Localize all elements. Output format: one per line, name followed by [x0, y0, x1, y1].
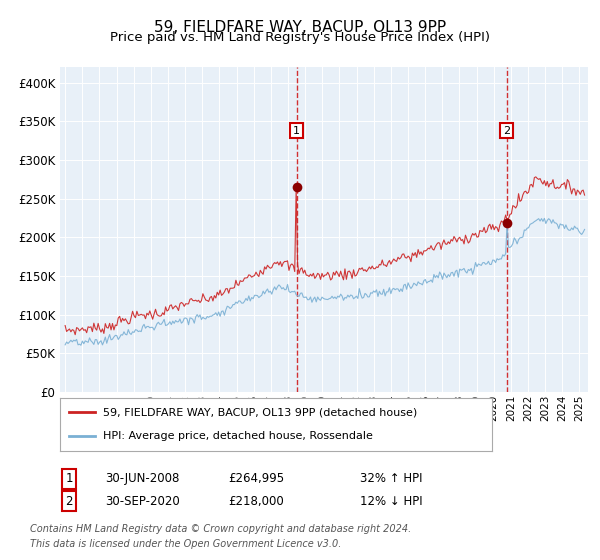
Text: 32% ↑ HPI: 32% ↑ HPI: [360, 472, 422, 486]
Text: HPI: Average price, detached house, Rossendale: HPI: Average price, detached house, Ross…: [103, 431, 373, 441]
Text: Price paid vs. HM Land Registry's House Price Index (HPI): Price paid vs. HM Land Registry's House …: [110, 31, 490, 44]
Text: 2: 2: [65, 494, 73, 508]
Text: £218,000: £218,000: [228, 494, 284, 508]
Text: This data is licensed under the Open Government Licence v3.0.: This data is licensed under the Open Gov…: [30, 539, 341, 549]
Text: 1: 1: [293, 125, 300, 136]
Text: 59, FIELDFARE WAY, BACUP, OL13 9PP: 59, FIELDFARE WAY, BACUP, OL13 9PP: [154, 20, 446, 35]
Text: 30-SEP-2020: 30-SEP-2020: [105, 494, 180, 508]
Text: £264,995: £264,995: [228, 472, 284, 486]
Text: 1: 1: [65, 472, 73, 486]
Text: 12% ↓ HPI: 12% ↓ HPI: [360, 494, 422, 508]
Text: 59, FIELDFARE WAY, BACUP, OL13 9PP (detached house): 59, FIELDFARE WAY, BACUP, OL13 9PP (deta…: [103, 408, 418, 418]
Text: Contains HM Land Registry data © Crown copyright and database right 2024.: Contains HM Land Registry data © Crown c…: [30, 524, 411, 534]
Text: 30-JUN-2008: 30-JUN-2008: [105, 472, 179, 486]
Text: 2: 2: [503, 125, 510, 136]
